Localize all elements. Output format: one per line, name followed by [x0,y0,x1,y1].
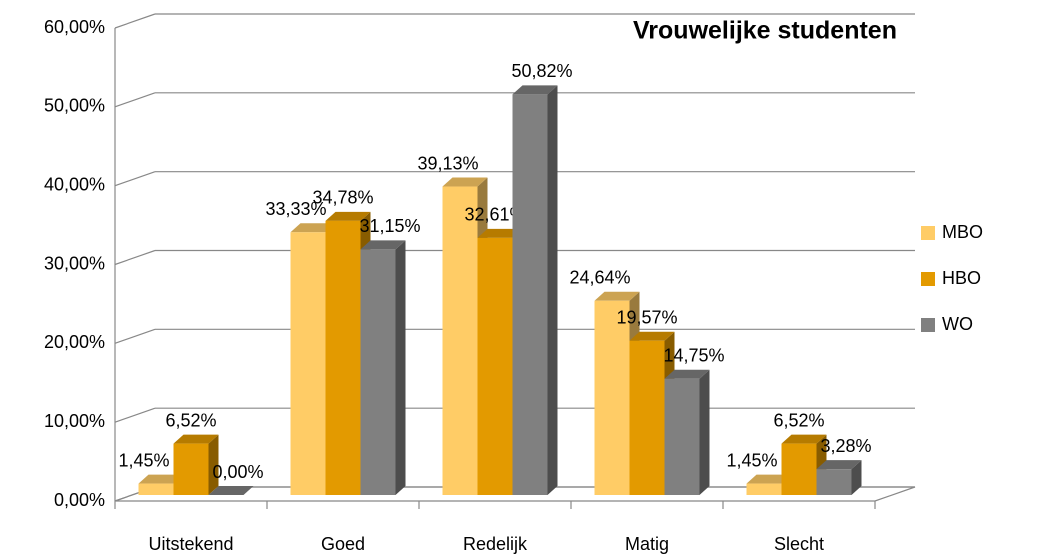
bar [208,486,254,495]
bar [512,85,558,495]
x-tick-label: Uitstekend [148,534,233,554]
bar-front [442,186,478,496]
bar-top [208,486,254,495]
legend-swatch [921,318,935,332]
data-label: 19,57% [616,307,677,327]
bar-front [173,443,209,495]
x-tick-label: Slecht [774,534,824,554]
bar-top [442,177,488,187]
bar-front [360,249,396,495]
bar-front [290,232,326,495]
grid-line-side [114,249,156,266]
y-tick-label: 10,00% [44,411,105,431]
bar-top [594,291,640,301]
data-label: 31,15% [359,216,420,236]
bar [664,369,710,495]
data-label: 14,75% [663,345,724,365]
data-label: 39,13% [417,153,478,173]
data-label: 50,82% [511,61,572,81]
bar-top [290,223,336,233]
data-label: 6,52% [773,410,824,430]
y-tick-label: 20,00% [44,332,105,352]
grid-line-side [114,13,156,29]
bar-front [664,378,700,495]
legend-swatch [921,272,935,286]
bar-front [629,340,665,495]
bar [360,240,406,495]
bar-front [138,483,174,495]
bar-front [512,94,548,495]
x-tick-label: Redelijk [463,534,528,554]
bar-side [699,369,710,495]
data-label: 24,64% [569,268,630,288]
data-label: 1,45% [118,450,169,470]
bar-top [477,228,523,238]
chart-title: Vrouwelijke studenten [633,17,897,45]
bar-top [746,474,792,484]
x-tick-label: Matig [625,534,669,554]
legend-label: HBO [942,268,981,288]
legend-label: MBO [942,222,983,242]
bar [816,460,862,495]
grid-line-side [114,328,156,344]
data-label: 6,52% [165,410,216,430]
bar-top [325,211,371,221]
data-label: 1,45% [726,450,777,470]
bar-front [325,220,361,495]
bar-front [594,300,630,495]
data-label: 32,61% [464,205,525,225]
y-tick-label: 60,00% [44,17,105,37]
bar-front [816,469,852,495]
bar-top [173,434,219,444]
bar-side [395,240,406,495]
grid-line-side [114,407,156,423]
bar-side [547,85,558,495]
bar-side [208,434,219,495]
bar [173,434,219,495]
data-label: 0,00% [212,462,263,482]
y-tick-label: 40,00% [44,174,105,194]
bar-top [138,474,184,484]
y-tick-label: 30,00% [44,253,105,273]
legend-swatch [921,226,935,240]
y-tick-label: 0,00% [54,490,105,510]
bar-top [781,434,827,444]
bar-top [816,460,862,470]
bar-top [629,331,675,341]
bar-side [851,460,862,495]
bar-top [360,240,406,250]
y-tick-label: 50,00% [44,96,105,116]
data-label: 3,28% [820,436,871,456]
bar-front [746,483,782,495]
grid-line-side [114,92,156,108]
bar-top [512,85,558,95]
bar-front [477,237,513,495]
data-label: 34,78% [312,188,373,208]
legend-label: WO [942,314,973,334]
data-label: 33,33% [265,199,326,219]
bar-front [781,443,817,495]
grid-line-side [114,171,156,187]
x-tick-label: Goed [321,534,365,554]
bar-top [664,369,710,379]
